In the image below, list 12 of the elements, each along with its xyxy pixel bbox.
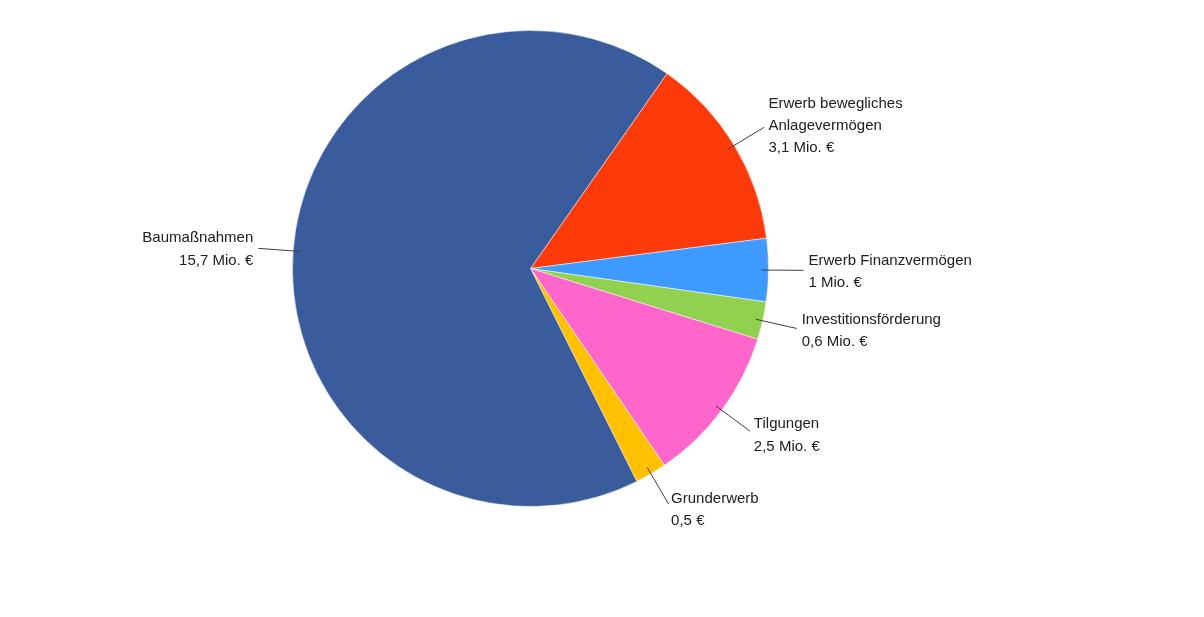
slice-label: Grunderwerb <box>671 488 759 506</box>
data-label: 1 Mio. € <box>808 272 863 290</box>
data-label: 15,7 Mio. € <box>179 250 254 268</box>
slice-label: Tilgungen <box>753 414 820 432</box>
data-label: 0,5 € <box>671 510 706 528</box>
data-label: 0,6 Mio. € <box>801 332 869 350</box>
slice-label: Erwerb bewegliches Anlagevermögen <box>768 94 903 134</box>
slice-label: Investitionsförderung <box>801 310 941 328</box>
slice-label: Erwerb Finanzvermögen <box>808 250 972 268</box>
data-label: 2,5 Mio. € <box>753 436 821 454</box>
data-label: 3,1 Mio. € <box>768 138 835 156</box>
slice-label: Baumaßnahmen <box>142 228 254 246</box>
